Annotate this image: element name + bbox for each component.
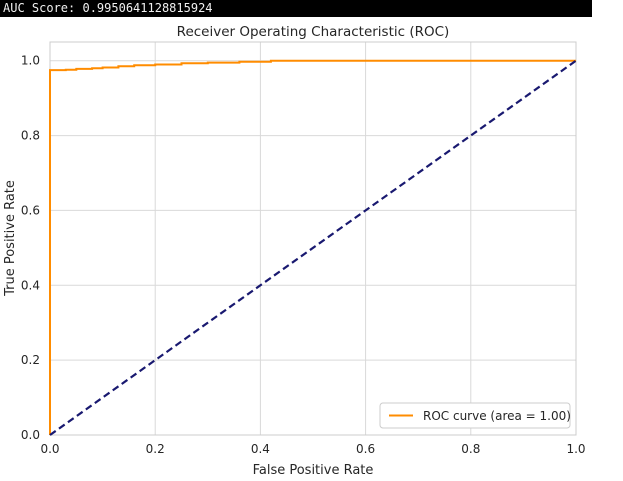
x-tick-label: 1.0: [566, 442, 585, 456]
x-tick-label: 0.2: [146, 442, 165, 456]
tick-labels: 0.0 0.2 0.4 0.6 0.8 1.0 0.0 0.2 0.4 0.6 0.8 1.0: [21, 54, 586, 456]
y-tick-label: 1.0: [21, 54, 40, 68]
chance-diagonal-line: [49, 59, 577, 436]
x-tick-label: 0.4: [251, 442, 270, 456]
roc-curve-line: [49, 59, 576, 435]
legend-label-roc: ROC curve (area = 1.00): [423, 409, 571, 423]
y-tick-label: 0.4: [21, 278, 40, 292]
x-tick-label: 0.0: [40, 442, 59, 456]
y-tick-label: 0.6: [21, 203, 40, 217]
plot-frame: [49, 41, 577, 436]
console-output-bar: AUC Score: 0.9950641128815924: [0, 0, 592, 17]
auc-score-output: AUC Score: 0.9950641128815924: [3, 1, 213, 15]
roc-chart: Receiver Operating Characteristic (ROC) …: [3, 24, 586, 478]
x-tick-label: 0.6: [356, 442, 375, 456]
y-tick-label: 0.2: [21, 353, 40, 367]
x-axis-label: False Positive Rate: [253, 463, 374, 478]
y-tick-label: 0.0: [21, 428, 40, 442]
legend: ROC curve (area = 1.00): [379, 402, 571, 429]
grid-lines: [49, 42, 577, 436]
series-layer: [49, 59, 577, 436]
x-tick-label: 0.8: [461, 442, 480, 456]
legend-box: [379, 402, 571, 429]
y-axis-label: True Positive Rate: [3, 180, 18, 297]
chart-title: Receiver Operating Characteristic (ROC): [177, 24, 450, 40]
y-tick-label: 0.8: [21, 129, 40, 143]
